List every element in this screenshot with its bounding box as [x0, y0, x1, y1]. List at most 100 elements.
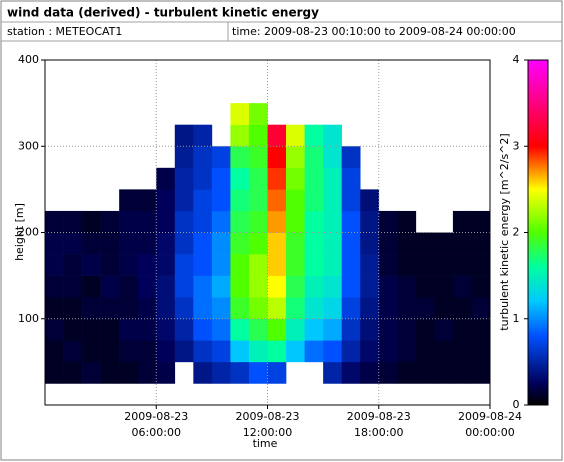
heat-cell	[323, 297, 342, 320]
heat-cell	[267, 318, 287, 341]
heat-cell	[248, 340, 268, 363]
heat-cell	[193, 189, 213, 212]
heat-cell	[119, 254, 139, 276]
heat-cell	[174, 254, 194, 276]
heat-cell	[230, 254, 250, 276]
heat-cell	[471, 297, 491, 320]
heat-cell	[211, 167, 231, 190]
heat-cell	[45, 275, 64, 298]
heat-cell	[211, 210, 231, 233]
heat-cell	[341, 254, 361, 276]
y-tick-label: 300	[18, 139, 39, 152]
heat-cell	[434, 232, 454, 255]
heat-cell	[286, 340, 305, 363]
heat-cell	[452, 297, 472, 320]
heat-cell	[137, 189, 157, 212]
heat-cell	[286, 210, 305, 233]
heat-cell	[193, 275, 213, 298]
heat-cell	[193, 124, 213, 147]
heat-cell	[174, 146, 194, 169]
x-tick-label: 2009-08-23 06:00:00	[124, 410, 188, 439]
heat-cell	[230, 103, 250, 125]
heat-cell	[341, 318, 361, 341]
heat-cell	[378, 318, 398, 341]
heat-cell	[434, 361, 454, 384]
heat-cell	[323, 340, 342, 363]
heat-cell	[267, 210, 287, 233]
heat-cell	[156, 340, 176, 363]
heat-cell	[434, 340, 454, 363]
heat-cell	[174, 232, 194, 255]
heat-cell	[119, 340, 139, 363]
heat-cell	[267, 167, 287, 190]
heat-cell	[323, 210, 342, 233]
heat-cell	[471, 361, 491, 384]
heat-cell	[452, 275, 472, 298]
heat-cell	[248, 318, 268, 341]
heat-cell	[211, 297, 231, 320]
heat-cell	[248, 232, 268, 255]
heat-cell	[397, 318, 417, 341]
heat-cell	[341, 232, 361, 255]
heat-cell	[323, 275, 342, 298]
heat-cell	[378, 210, 398, 233]
heat-cell	[137, 210, 157, 233]
heat-cell	[211, 318, 231, 341]
heat-cell	[471, 275, 491, 298]
heat-cell	[137, 232, 157, 255]
heat-cell	[267, 340, 287, 363]
heat-cell	[230, 210, 250, 233]
heat-cell	[378, 340, 398, 363]
heat-cell	[82, 361, 101, 384]
heat-cell	[323, 167, 342, 190]
heat-cell	[267, 189, 287, 212]
y-tick-label: 100	[18, 312, 39, 325]
heat-cell	[156, 254, 176, 276]
heat-cell	[323, 361, 342, 384]
heat-cell	[193, 297, 213, 320]
heat-cell	[174, 297, 194, 320]
heat-cell	[286, 297, 305, 320]
heat-cell	[230, 146, 250, 169]
heat-cell	[286, 275, 305, 298]
heat-cell	[230, 189, 250, 212]
heat-cell	[211, 361, 231, 384]
heat-cell	[193, 340, 213, 363]
x-tick-label: 2009-08-23 18:00:00	[347, 410, 411, 439]
y-tick-label: 400	[18, 53, 39, 66]
heat-cell	[286, 167, 305, 190]
heat-cell	[119, 361, 139, 384]
heat-cell	[341, 361, 361, 384]
heat-cell	[304, 124, 324, 147]
heat-cell	[174, 275, 194, 298]
time-range: time: 2009-08-23 00:10:00 to 2009-08-24 …	[232, 25, 516, 38]
heat-cell	[360, 254, 380, 276]
heat-cell	[452, 361, 472, 384]
heat-cell	[137, 297, 157, 320]
heat-cell	[304, 210, 324, 233]
heat-cell	[156, 297, 176, 320]
heat-cell	[360, 340, 380, 363]
heat-cell	[434, 297, 454, 320]
heat-cell	[119, 318, 139, 341]
heat-cell	[63, 361, 83, 384]
heat-cell	[415, 297, 435, 320]
heat-cell	[397, 340, 417, 363]
x-axis-label: time	[253, 437, 278, 450]
heat-cell	[415, 254, 435, 276]
heat-cell	[156, 167, 176, 190]
heat-cell	[119, 275, 139, 298]
heat-cell	[267, 361, 287, 384]
heat-cell	[378, 297, 398, 320]
heat-cell	[434, 318, 454, 341]
heat-cell	[341, 340, 361, 363]
heat-cell	[360, 189, 380, 212]
heat-cell	[119, 189, 139, 212]
heat-cell	[248, 361, 268, 384]
heat-cell	[267, 146, 287, 169]
x-tick-label: 2009-08-23 12:00:00	[236, 410, 300, 439]
heat-cell	[397, 275, 417, 298]
heat-cell	[230, 297, 250, 320]
heat-cell	[360, 297, 380, 320]
heat-cell	[415, 318, 435, 341]
